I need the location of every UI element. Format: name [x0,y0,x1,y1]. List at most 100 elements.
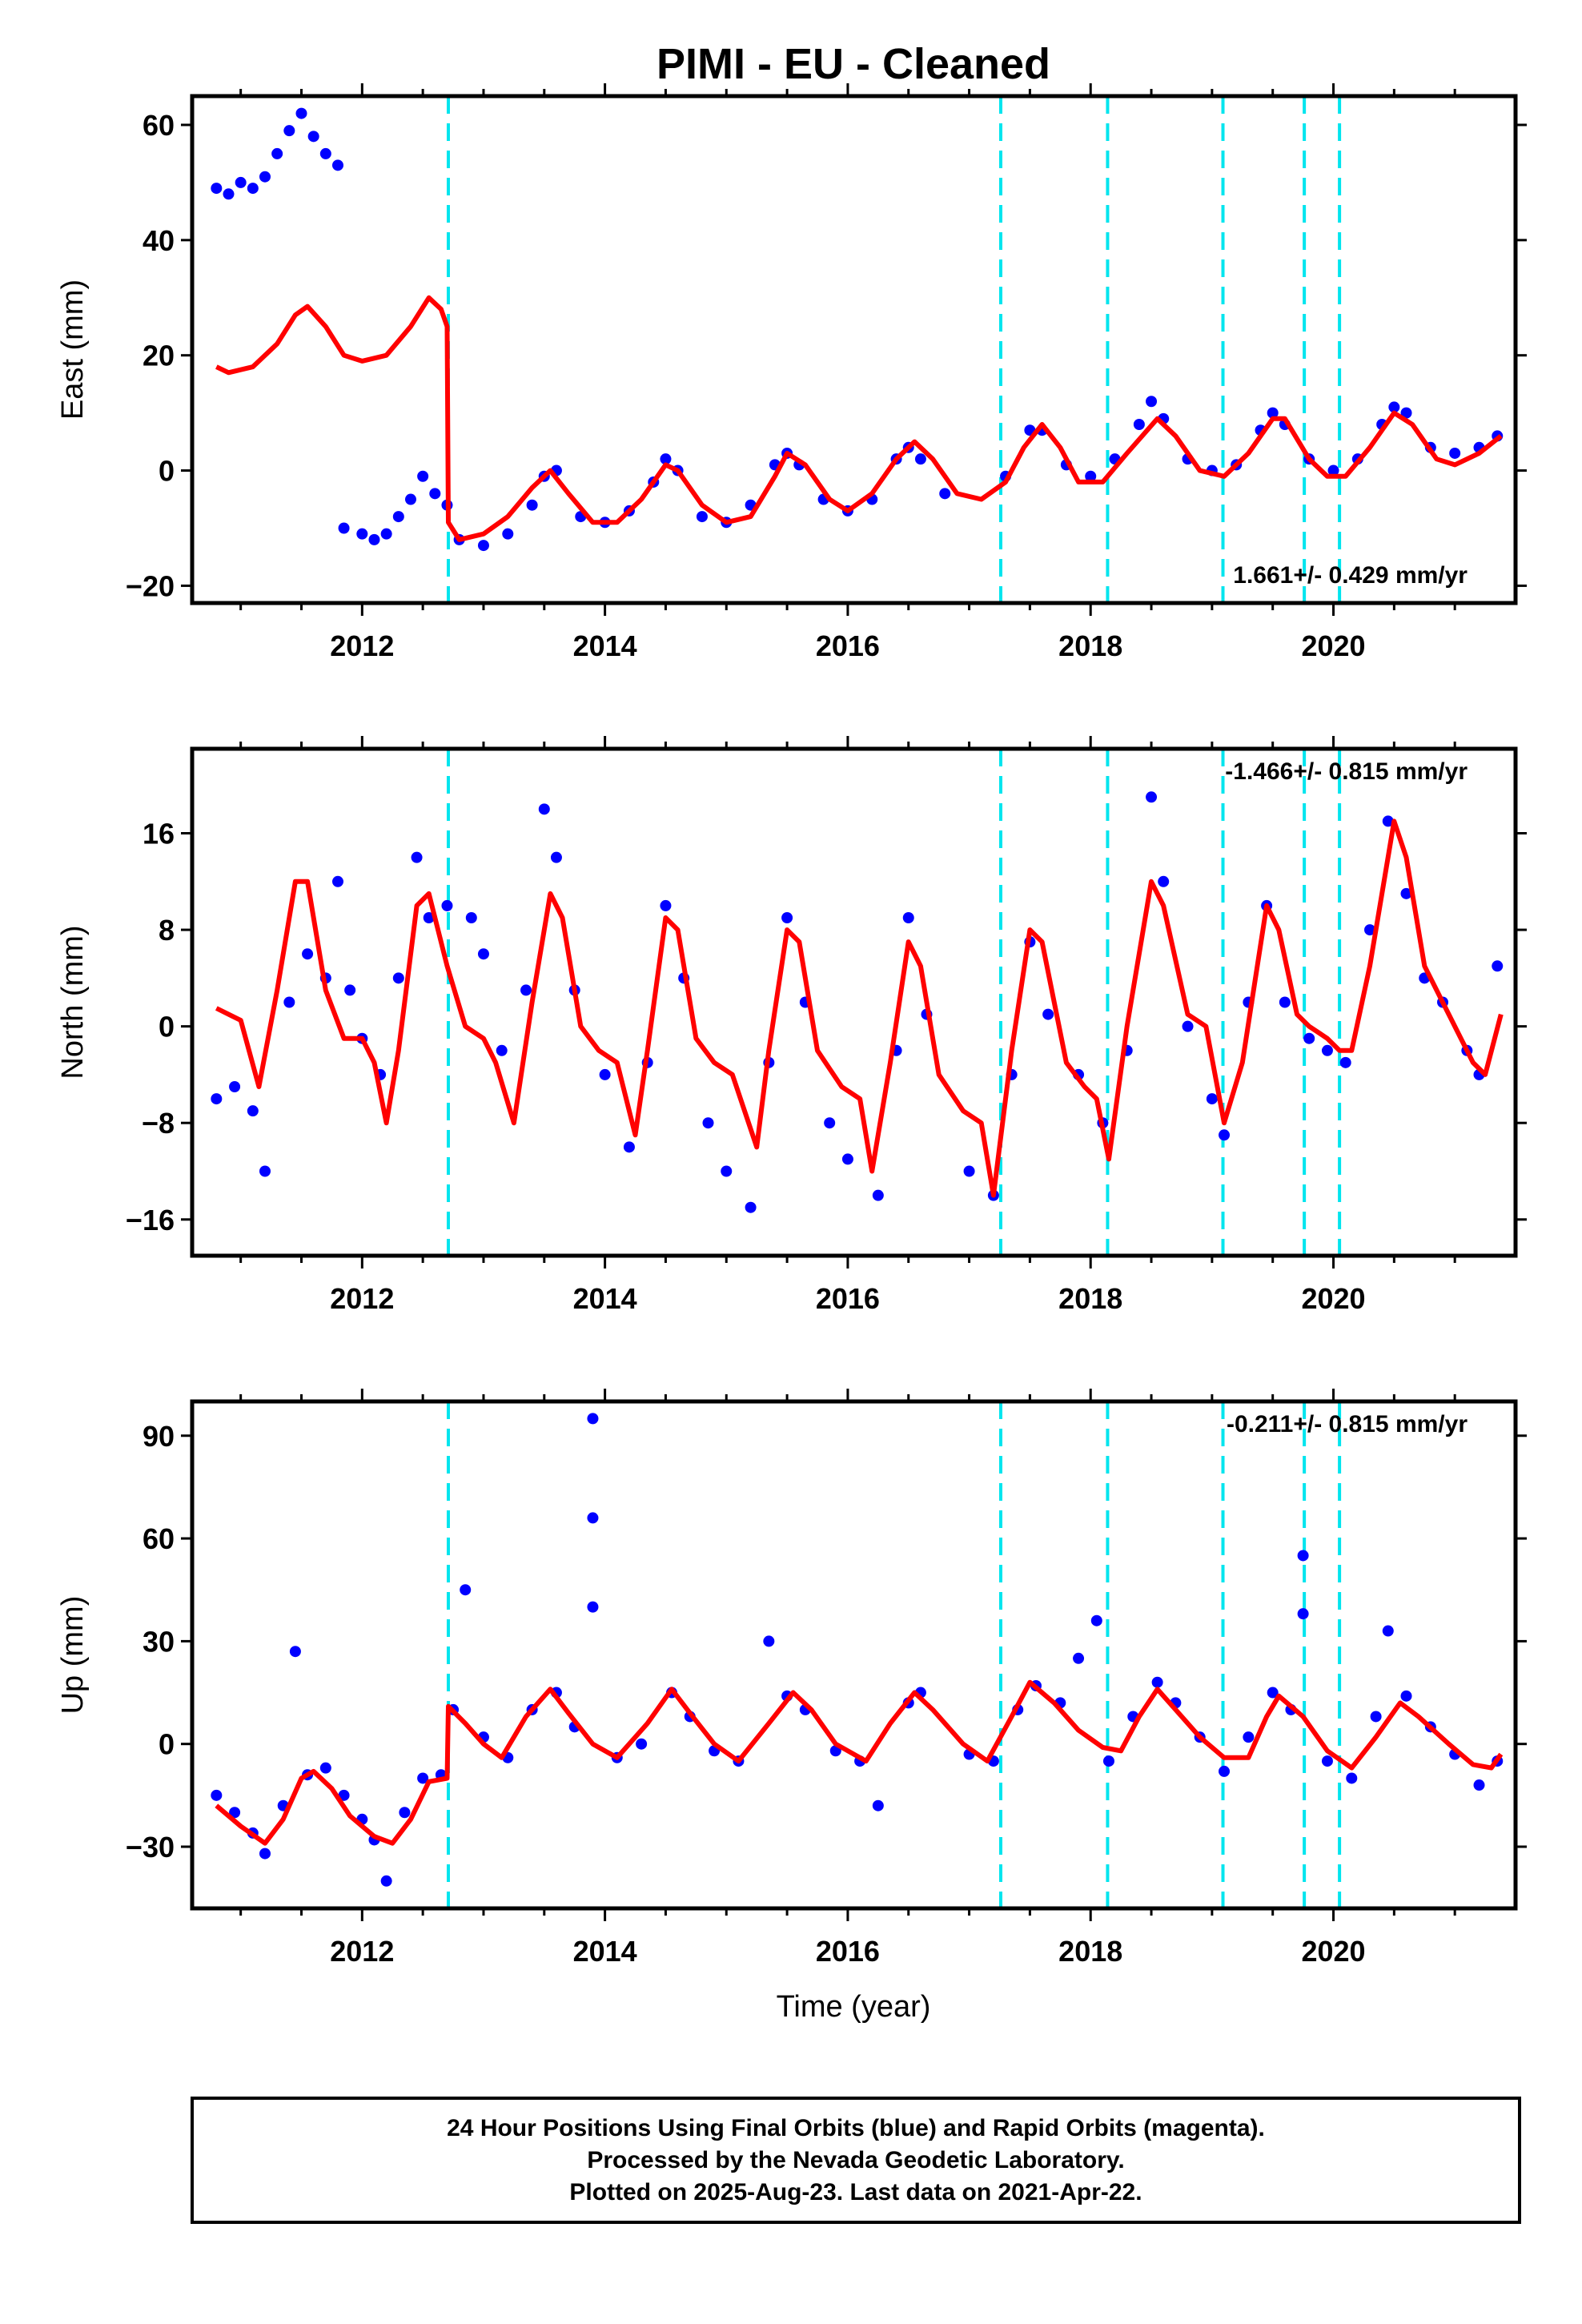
east-xtick-label-1: 2014 [573,629,637,662]
east-ytick-label-3: 0 [159,455,175,488]
north-point-57 [1339,1056,1351,1068]
up-point-13 [417,1772,429,1784]
up-point-16 [460,1584,472,1596]
north-ytick-label-2: 0 [159,1011,175,1043]
north-point-50 [1206,1093,1218,1105]
north-point-4 [283,996,295,1008]
north-point-3 [259,1165,271,1177]
north-data [211,791,1504,1213]
north-panel: 16 8 0 −8 −16 2012 2014 2016 2018 2020 North (mm) -… [56,736,1527,1315]
east-y-axis-label: East (mm) [56,279,90,420]
north-point-65 [1492,960,1504,972]
north-point-55 [1303,1032,1315,1044]
north-point-39 [963,1165,975,1177]
up-y-axis-label: Up (mm) [56,1596,90,1715]
up-point-60 [1382,1625,1394,1637]
up-ytick-label-1: 60 [143,1522,175,1555]
up-xtick-label-1: 2014 [573,1935,637,1968]
up-point-64 [1473,1779,1485,1791]
up-point-44 [1073,1652,1085,1664]
east-data [211,107,1504,552]
up-xtick-label-0: 2012 [330,1935,394,1968]
north-point-5 [302,948,314,960]
north-point-33 [824,1117,836,1129]
north-xtick-label-3: 2018 [1058,1282,1122,1315]
north-ytick-label-3: −8 [142,1107,175,1140]
up-xtick-label-3: 2018 [1058,1935,1122,1968]
north-ytick-label-0: 16 [143,818,175,850]
north-point-20 [550,851,562,863]
up-point-45 [1090,1614,1102,1626]
east-rate-label: 1.661+/- 0.429 mm/yr [1233,562,1468,589]
up-point-46 [1102,1755,1114,1767]
footer-line-1: 24 Hour Positions Using Final Orbits (bl… [447,2115,1265,2141]
north-point-43 [1042,1008,1054,1020]
up-point-0 [211,1789,223,1801]
chart-title: PIMI - EU - Cleaned [656,40,1050,88]
x-axis-label: Time (year) [777,1990,931,2024]
up-ytick-label-0: 90 [143,1420,175,1453]
up-point-7 [319,1762,331,1774]
north-ytick-label-1: 8 [159,914,175,947]
east-point-44 [939,488,951,500]
north-point-28 [721,1165,733,1177]
up-point-31 [763,1635,775,1647]
up-point-22 [587,1413,599,1425]
east-point-16 [404,493,416,505]
north-rate-label: -1.466+/- 0.815 mm/yr [1225,758,1468,785]
north-point-27 [702,1117,714,1129]
up-point-3 [259,1848,271,1860]
up-point-61 [1400,1690,1412,1702]
north-point-59 [1382,815,1394,827]
up-point-51 [1219,1765,1231,1777]
east-point-32 [696,511,708,523]
north-point-23 [623,1141,635,1153]
east-point-13 [368,533,380,545]
north-point-37 [902,912,914,923]
east-xtick-label-2: 2016 [816,629,880,662]
north-point-16 [477,948,489,960]
up-point-12 [399,1807,411,1819]
up-point-36 [872,1799,884,1811]
east-point-2 [235,176,247,188]
up-panel: 90 60 30 0 −30 2012 2014 2016 2018 2020 Up (mm) -0.… [56,1389,1527,1968]
north-model-line [215,818,1504,1198]
east-point-9 [319,147,331,159]
east-point-6 [283,125,295,137]
up-ytick-label-2: 30 [143,1625,175,1658]
east-point-51 [1133,419,1145,431]
north-xtick-label-2: 2016 [816,1282,880,1315]
up-point-58 [1346,1772,1358,1784]
up-xtick-label-4: 2020 [1301,1935,1365,1968]
east-point-43 [914,453,926,465]
north-point-12 [411,851,423,863]
east-point-58 [1267,407,1279,419]
east-ytick-label-2: 20 [143,340,175,372]
east-point-64 [1388,401,1400,413]
east-point-21 [477,540,489,552]
up-point-1 [229,1807,241,1819]
east-frame [190,94,1518,605]
up-point-8 [338,1789,350,1801]
east-ytick-label-0: 60 [143,109,175,142]
east-point-23 [526,499,538,511]
footer-line-3: Plotted on 2025-Aug-23. Last data on 202… [569,2179,1142,2205]
up-ytick-label-4: −30 [126,1831,175,1864]
north-point-11 [392,972,404,984]
up-point-48 [1151,1676,1163,1688]
east-point-1 [223,188,235,200]
north-frame [190,746,1518,1258]
north-point-56 [1321,1044,1333,1056]
east-ytick-label-4: −20 [126,569,175,602]
up-data [211,1413,1504,1887]
north-point-48 [1158,875,1170,887]
east-point-3 [247,183,259,195]
east-xtick-label-4: 2020 [1301,629,1365,662]
east-point-7 [295,107,307,119]
north-point-25 [660,899,672,911]
east-model-line [215,295,1503,542]
north-point-47 [1146,791,1158,803]
east-point-0 [211,183,223,195]
footer-line-2: Processed by the Nevada Geodetic Laborat… [587,2147,1124,2173]
